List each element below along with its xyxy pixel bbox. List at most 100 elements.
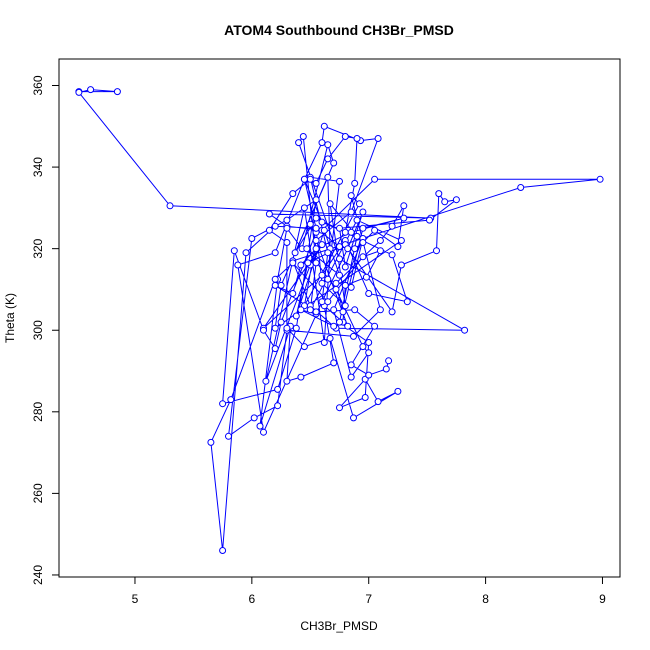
data-point bbox=[330, 159, 338, 167]
data-point bbox=[326, 200, 334, 208]
data-point bbox=[397, 261, 405, 269]
data-point bbox=[332, 279, 340, 287]
chart-title: ATOM4 Southbound CH3Br_PMSD bbox=[224, 22, 454, 38]
data-point bbox=[336, 255, 343, 263]
data-point bbox=[271, 281, 279, 289]
data-point bbox=[336, 318, 343, 326]
data-point bbox=[347, 192, 355, 200]
data-point bbox=[87, 86, 95, 94]
data-point bbox=[295, 139, 303, 147]
data-point bbox=[230, 247, 238, 255]
data-point bbox=[344, 322, 352, 330]
data-point bbox=[324, 141, 332, 149]
data-point bbox=[371, 322, 379, 330]
data-point bbox=[274, 385, 282, 393]
data-point bbox=[371, 175, 379, 183]
data-point bbox=[304, 259, 312, 267]
data-point bbox=[219, 547, 227, 554]
data-point bbox=[388, 222, 396, 230]
data-point bbox=[435, 190, 443, 198]
data-point bbox=[283, 324, 291, 332]
data-point bbox=[283, 239, 291, 246]
data-point bbox=[271, 324, 279, 332]
data-point bbox=[283, 216, 291, 224]
y-tick-label: 340 bbox=[31, 157, 45, 177]
data-point bbox=[362, 273, 370, 281]
data-point bbox=[365, 349, 373, 357]
data-point bbox=[207, 438, 215, 446]
x-tick-label: 9 bbox=[599, 592, 606, 606]
data-point bbox=[347, 208, 355, 216]
data-point bbox=[371, 226, 379, 234]
data-point bbox=[283, 377, 291, 385]
data-point bbox=[332, 285, 340, 293]
data-point bbox=[227, 396, 235, 404]
x-tick-label: 7 bbox=[365, 592, 372, 606]
data-point bbox=[324, 275, 332, 283]
data-point bbox=[353, 216, 361, 224]
data-point bbox=[318, 218, 326, 226]
data-point bbox=[324, 298, 332, 306]
data-point bbox=[403, 298, 411, 306]
plot-box bbox=[58, 58, 621, 578]
data-point bbox=[336, 177, 343, 185]
data-point bbox=[596, 175, 604, 183]
data-point bbox=[426, 216, 433, 224]
x-axis: 5 6 7 8 9 bbox=[132, 576, 606, 606]
series-layer bbox=[75, 86, 604, 554]
data-point bbox=[324, 249, 332, 257]
x-axis-label: CH3Br_PMSD bbox=[300, 619, 378, 633]
data-point bbox=[289, 190, 297, 198]
data-point bbox=[312, 196, 320, 204]
data-point bbox=[283, 224, 291, 232]
data-point bbox=[318, 279, 326, 287]
data-point bbox=[271, 249, 279, 257]
data-point bbox=[292, 324, 300, 332]
data-point bbox=[400, 214, 408, 222]
data-point bbox=[312, 224, 320, 232]
data-point bbox=[320, 122, 328, 130]
data-point bbox=[277, 281, 285, 289]
x-tick-label: 8 bbox=[482, 592, 489, 606]
y-tick-label: 240 bbox=[31, 565, 45, 585]
data-point bbox=[248, 235, 256, 242]
data-point bbox=[303, 245, 311, 253]
data-point bbox=[265, 210, 273, 218]
data-point bbox=[312, 237, 320, 244]
data-point bbox=[353, 232, 361, 240]
data-point bbox=[347, 283, 355, 291]
y-tick-label: 360 bbox=[31, 75, 45, 95]
data-point bbox=[374, 135, 382, 142]
data-point bbox=[312, 259, 320, 267]
data-point bbox=[326, 334, 334, 342]
data-point bbox=[277, 318, 285, 326]
data-point bbox=[347, 228, 355, 236]
data-point bbox=[394, 243, 402, 251]
data-point bbox=[341, 228, 349, 236]
y-axis: 240 260 280 300 320 340 360 bbox=[31, 75, 60, 585]
data-point bbox=[75, 88, 83, 96]
data-point bbox=[397, 237, 405, 244]
data-point bbox=[318, 139, 326, 147]
data-point bbox=[359, 343, 367, 351]
data-point bbox=[341, 263, 349, 271]
data-point bbox=[517, 184, 525, 191]
data-point bbox=[330, 322, 338, 330]
x-tick-label: 5 bbox=[132, 592, 139, 606]
data-point bbox=[461, 326, 469, 334]
data-point bbox=[299, 133, 307, 140]
data-point bbox=[260, 428, 267, 436]
data-point bbox=[271, 345, 279, 353]
data-point bbox=[306, 175, 314, 183]
data-point bbox=[344, 245, 352, 253]
data-point bbox=[385, 357, 393, 365]
data-point bbox=[291, 249, 299, 257]
data-point bbox=[300, 204, 308, 212]
data-point bbox=[297, 306, 305, 314]
data-point bbox=[336, 404, 343, 412]
data-point bbox=[265, 226, 273, 234]
data-point bbox=[262, 377, 270, 385]
y-axis-label: Theta (K) bbox=[3, 293, 17, 343]
data-point bbox=[234, 261, 242, 269]
data-point bbox=[350, 414, 357, 422]
